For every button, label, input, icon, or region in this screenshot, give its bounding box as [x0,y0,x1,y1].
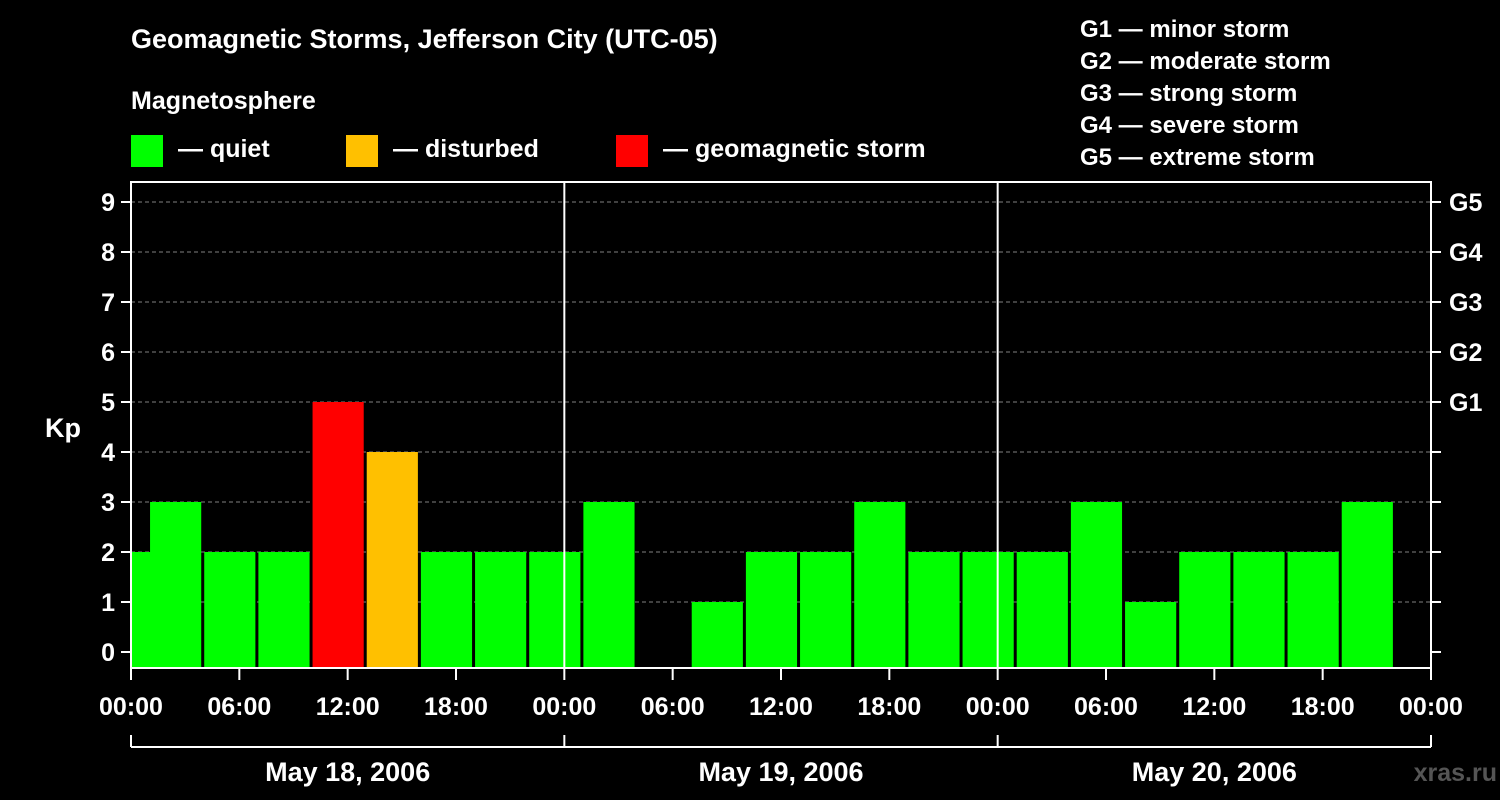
chart-title: Geomagnetic Storms, Jefferson City (UTC-… [131,24,718,54]
bar-7 [475,552,527,668]
y-tick-label-0: 0 [101,639,115,667]
x-tick-label-10: 12:00 [1182,693,1246,721]
y-tick-label-2: 2 [101,539,115,567]
storm-scale-g5: G5 — extreme storm [1080,144,1315,171]
bars [132,402,1393,668]
x-tick-label-2: 12:00 [316,693,380,721]
y-tick-label-7: 7 [101,289,115,317]
watermark: xras.ru [1414,759,1497,787]
day-label-1: May 18, 2006 [265,757,430,787]
x-tick-label-7: 18:00 [857,693,921,721]
y-tick-label-8: 8 [101,239,115,267]
bar-5 [366,452,418,668]
right-tick-label-g2: G2 [1449,339,1482,367]
bar-9 [583,502,635,668]
x-tick-label-0: 00:00 [99,693,163,721]
bar-16 [962,552,1014,668]
bar-3 [258,552,310,668]
x-tick-label-12: 00:00 [1399,693,1463,721]
x-tick-label-5: 06:00 [641,693,705,721]
legend-label-disturbed: — disturbed [393,135,539,163]
bar-11 [691,602,743,668]
legend-swatch-quiet [131,135,163,167]
right-tick-label-g5: G5 [1449,189,1482,217]
right-tick-label-g1: G1 [1449,389,1482,417]
bar-21 [1233,552,1285,668]
storm-scale-g1: G1 — minor storm [1080,16,1289,43]
right-tick-label-g4: G4 [1449,239,1482,267]
storm-scale-g3: G3 — strong storm [1080,80,1297,107]
y-tick-label-4: 4 [101,439,115,467]
y-axis-label: Kp [45,413,81,443]
storm-scale-g4: G4 — severe storm [1080,112,1299,139]
bar-14 [854,502,906,668]
x-tick-label-6: 12:00 [749,693,813,721]
y-tick-label-5: 5 [101,389,115,417]
x-tick-label-11: 18:00 [1291,693,1355,721]
bar-13 [800,552,852,668]
bar-2 [204,552,256,668]
bar-4 [312,402,364,668]
x-tick-label-8: 00:00 [966,693,1030,721]
x-tick-label-1: 06:00 [207,693,271,721]
x-tick-label-3: 18:00 [424,693,488,721]
bar-8 [529,552,581,668]
bar-17 [1016,552,1068,668]
y-tick-label-9: 9 [101,189,115,217]
day-label-3: May 20, 2006 [1132,757,1297,787]
legend-title: Magnetosphere [131,87,316,115]
bar-22 [1287,552,1339,668]
y-tick-label-6: 6 [101,339,115,367]
bar-23 [1341,502,1393,668]
tick-labels: 0 1 2 3 4 5 6 7 8 9 G1 G2 G3 G4 G5 00:00 06:00 12:00 18:00… [99,189,1482,787]
legend-label-storm: — geomagnetic storm [663,135,926,163]
x-tick-label-9: 06:00 [1074,693,1138,721]
bar-18 [1070,502,1123,668]
bar-15 [908,552,960,668]
bar-19 [1125,602,1177,668]
x-tick-label-4: 00:00 [532,693,596,721]
bar-12 [745,552,798,668]
axes [121,181,1441,748]
right-tick-label-g3: G3 [1449,289,1482,317]
bar-1 [150,502,202,668]
y-tick-label-1: 1 [101,589,115,617]
legend-label-quiet: — quiet [178,135,270,163]
bar-20 [1179,552,1231,668]
y-tick-label-3: 3 [101,489,115,517]
legend-swatch-disturbed [346,135,378,167]
storm-scale-g2: G2 — moderate storm [1080,48,1331,75]
bar-6 [420,552,473,668]
day-label-2: May 19, 2006 [698,757,863,787]
legend-swatch-storm [616,135,648,167]
